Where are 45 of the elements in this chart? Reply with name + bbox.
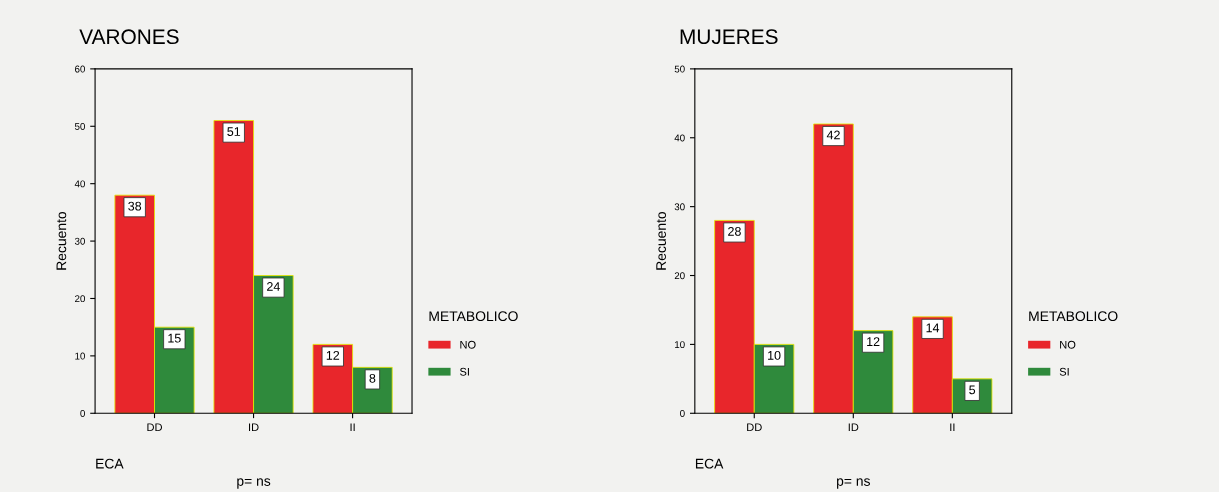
x-tick-label: ID <box>848 423 859 432</box>
legend-label: SI <box>459 367 469 376</box>
data-label: 12 <box>326 350 340 360</box>
y-tick-label: 10 <box>675 341 685 349</box>
x-tick-label: DD <box>147 423 162 432</box>
data-label: 51 <box>227 127 241 136</box>
data-label: 15 <box>168 333 181 343</box>
data-label: 5 <box>969 385 976 395</box>
x-tick-label: II <box>350 423 355 432</box>
data-label: 24 <box>267 282 280 291</box>
legend-label: NO <box>460 340 476 349</box>
data-label: 12 <box>867 337 880 346</box>
y-tick-label: 30 <box>74 237 85 245</box>
y-tick-label: 50 <box>74 123 85 130</box>
text: p= ns <box>237 478 271 489</box>
legend-title: METABOLICO <box>1029 311 1118 322</box>
y-tick-label: 0 <box>680 410 685 417</box>
y-tick-label: 30 <box>674 203 685 211</box>
x-tick-label: DD <box>747 423 762 432</box>
data-label: 38 <box>128 201 142 211</box>
legend-label: SI <box>1059 367 1069 376</box>
legend-title: METABOLICO <box>429 311 518 322</box>
y-axis-title: Recuento <box>656 211 666 270</box>
x-axis-title: ECA <box>96 458 124 469</box>
y-tick-label: 20 <box>674 272 685 280</box>
y-tick-label: 10 <box>75 352 85 360</box>
y-tick-label: 60 <box>75 65 85 73</box>
y-axis-title: Recuento <box>56 211 67 270</box>
x-tick-label: II <box>950 423 955 432</box>
x-axis-title: ECA <box>695 458 724 469</box>
data-label: 28 <box>728 226 741 236</box>
legend-label: NO <box>1060 340 1076 349</box>
y-tick-label: 20 <box>75 295 85 303</box>
data-label: 14 <box>926 323 940 333</box>
y-tick-label: 50 <box>674 65 685 73</box>
chart-title: VARONES <box>79 29 179 45</box>
y-tick-label: 40 <box>74 180 85 188</box>
x-tick-label: ID <box>249 423 259 432</box>
data-label: 8 <box>369 373 376 383</box>
data-label: 42 <box>826 130 840 140</box>
chart-title: MUJERES <box>680 29 778 45</box>
y-tick-label: 40 <box>674 134 685 142</box>
y-tick-label: 0 <box>80 410 85 417</box>
data-label: 10 <box>768 350 781 360</box>
text: p= ns <box>837 478 870 489</box>
